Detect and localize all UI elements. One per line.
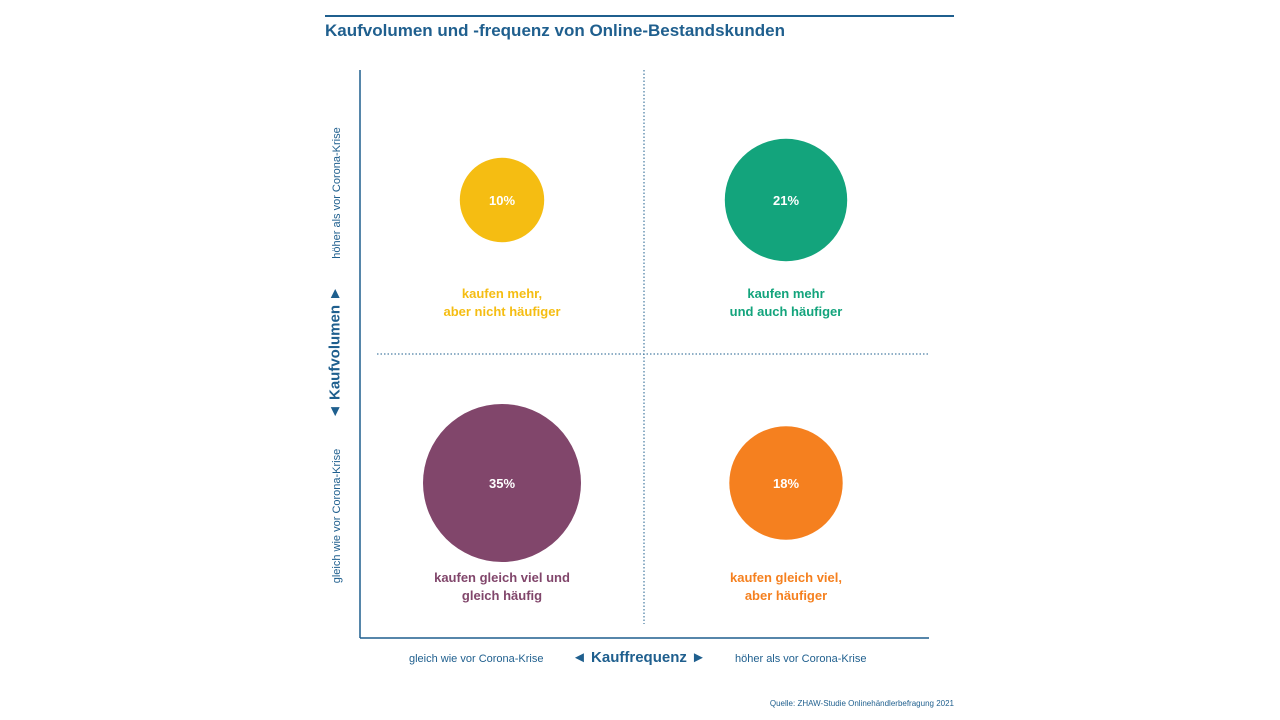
quadrant-label-2-line-0: kaufen gleich viel und <box>434 570 570 585</box>
bubble-value-label-2: 35% <box>489 476 515 491</box>
x-arrow-left: ◄ <box>572 649 587 666</box>
source-note: Quelle: ZHAW-Studie Onlinehändlerbefragu… <box>769 699 954 708</box>
quadrant-label-0-line-0: kaufen mehr, <box>462 286 542 301</box>
bubble-1 <box>724 138 848 262</box>
bubble-3 <box>729 426 843 540</box>
x-axis-label: Kauffrequenz <box>591 649 687 666</box>
bubble-0 <box>459 157 545 243</box>
bubble-value-label-0: 10% <box>489 193 515 208</box>
x-axis-title: ◄ Kauffrequenz ► <box>572 649 706 666</box>
y-axis-label: Kaufvolumen <box>326 305 344 401</box>
bubble-value-label-1: 21% <box>773 193 799 208</box>
x-tick-label-low: gleich wie vor Corona-Krise <box>409 653 544 665</box>
quadrant-label-3-line-1: aber häufiger <box>745 588 827 603</box>
title-rule <box>325 15 954 17</box>
chart-title: Kaufvolumen und -frequenz von Online-Bes… <box>325 21 785 40</box>
x-tick-label-high: höher als vor Corona-Krise <box>735 653 867 665</box>
x-arrow-right: ► <box>691 649 706 666</box>
bubble-value-label-3: 18% <box>773 476 799 491</box>
quadrant-label-2-line-1: gleich häufig <box>462 588 542 603</box>
quadrant-label-0-line-1: aber nicht häufiger <box>443 304 560 319</box>
y-arrow-up: ► <box>326 285 344 301</box>
bubble-2 <box>423 404 581 562</box>
quadrant-label-1-line-0: kaufen mehr <box>747 286 824 301</box>
quadrant-label-3-line-0: kaufen gleich viel, <box>730 570 842 585</box>
quadrant-label-1-line-1: und auch häufiger <box>730 304 843 319</box>
y-tick-label-low: gleich wie vor Corona-Krise <box>331 448 343 584</box>
